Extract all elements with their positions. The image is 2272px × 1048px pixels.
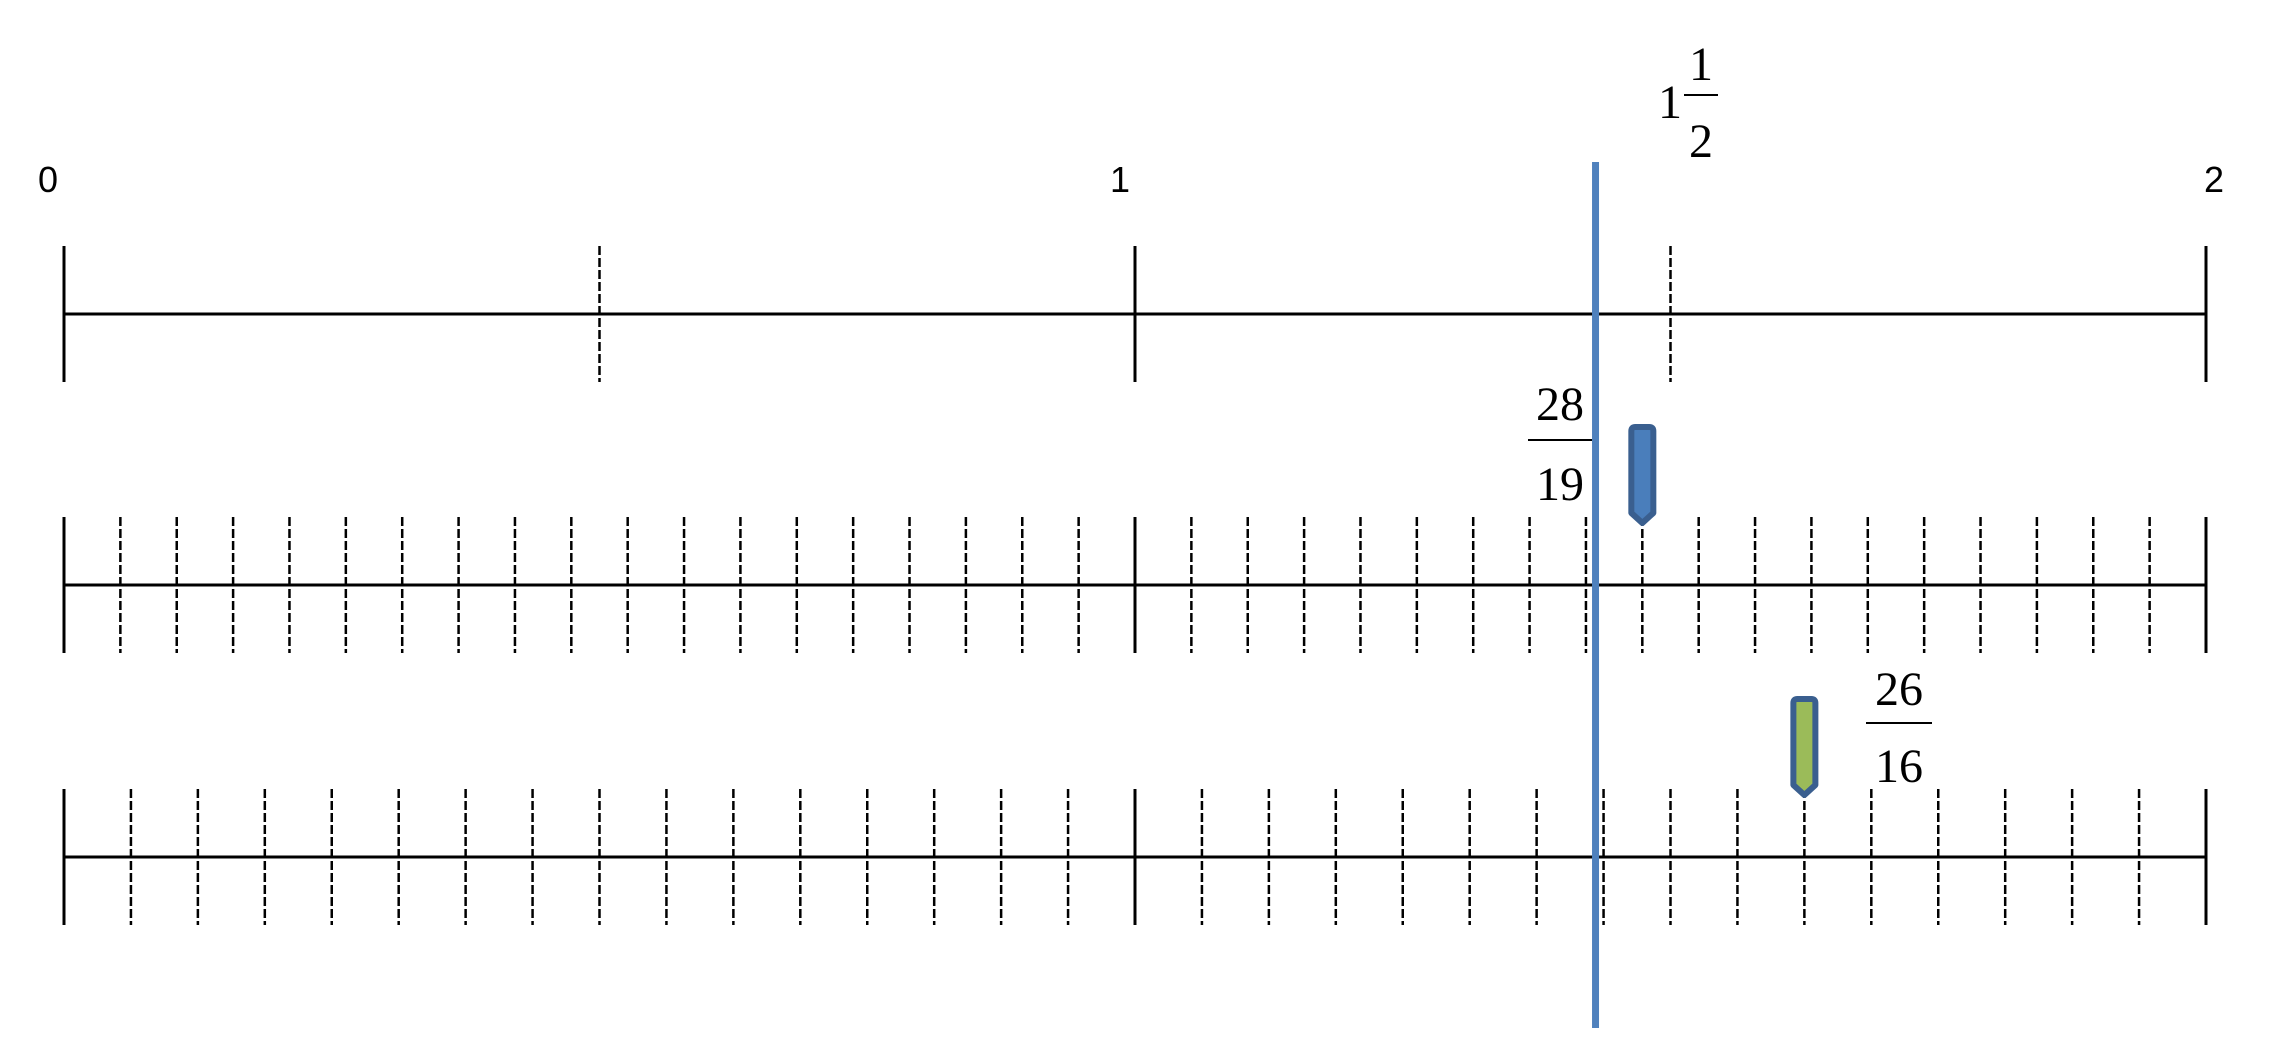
- number-lines: [62, 246, 2208, 925]
- mixed-numerator: 1: [1689, 38, 1713, 91]
- label-two: 2: [2204, 159, 2224, 200]
- fraction-28-over-19: 28 19: [1528, 378, 1592, 511]
- marker-28-19[interactable]: [1628, 424, 1657, 526]
- label-one: 1: [1110, 159, 1130, 200]
- fraction-b-numerator: 26: [1875, 663, 1923, 716]
- position-markers: [1628, 424, 1819, 798]
- mixed-number-one-and-one-half: 1 1 2: [1658, 38, 1718, 168]
- fraction-b-denominator: 16: [1875, 740, 1923, 793]
- fraction-26-over-16: 26 16: [1866, 663, 1932, 793]
- fraction-a-denominator: 19: [1536, 458, 1584, 511]
- axis-labels: 0 1 2: [38, 159, 2224, 200]
- marker-26-16[interactable]: [1790, 696, 1819, 798]
- nineteenths-line: [62, 517, 2208, 653]
- mixed-denominator: 2: [1689, 115, 1713, 168]
- sixteenths-line: [62, 789, 2208, 925]
- fraction-a-numerator: 28: [1536, 378, 1584, 431]
- mixed-whole: 1: [1658, 76, 1682, 129]
- label-zero: 0: [38, 159, 58, 200]
- halves-line: [62, 246, 2208, 382]
